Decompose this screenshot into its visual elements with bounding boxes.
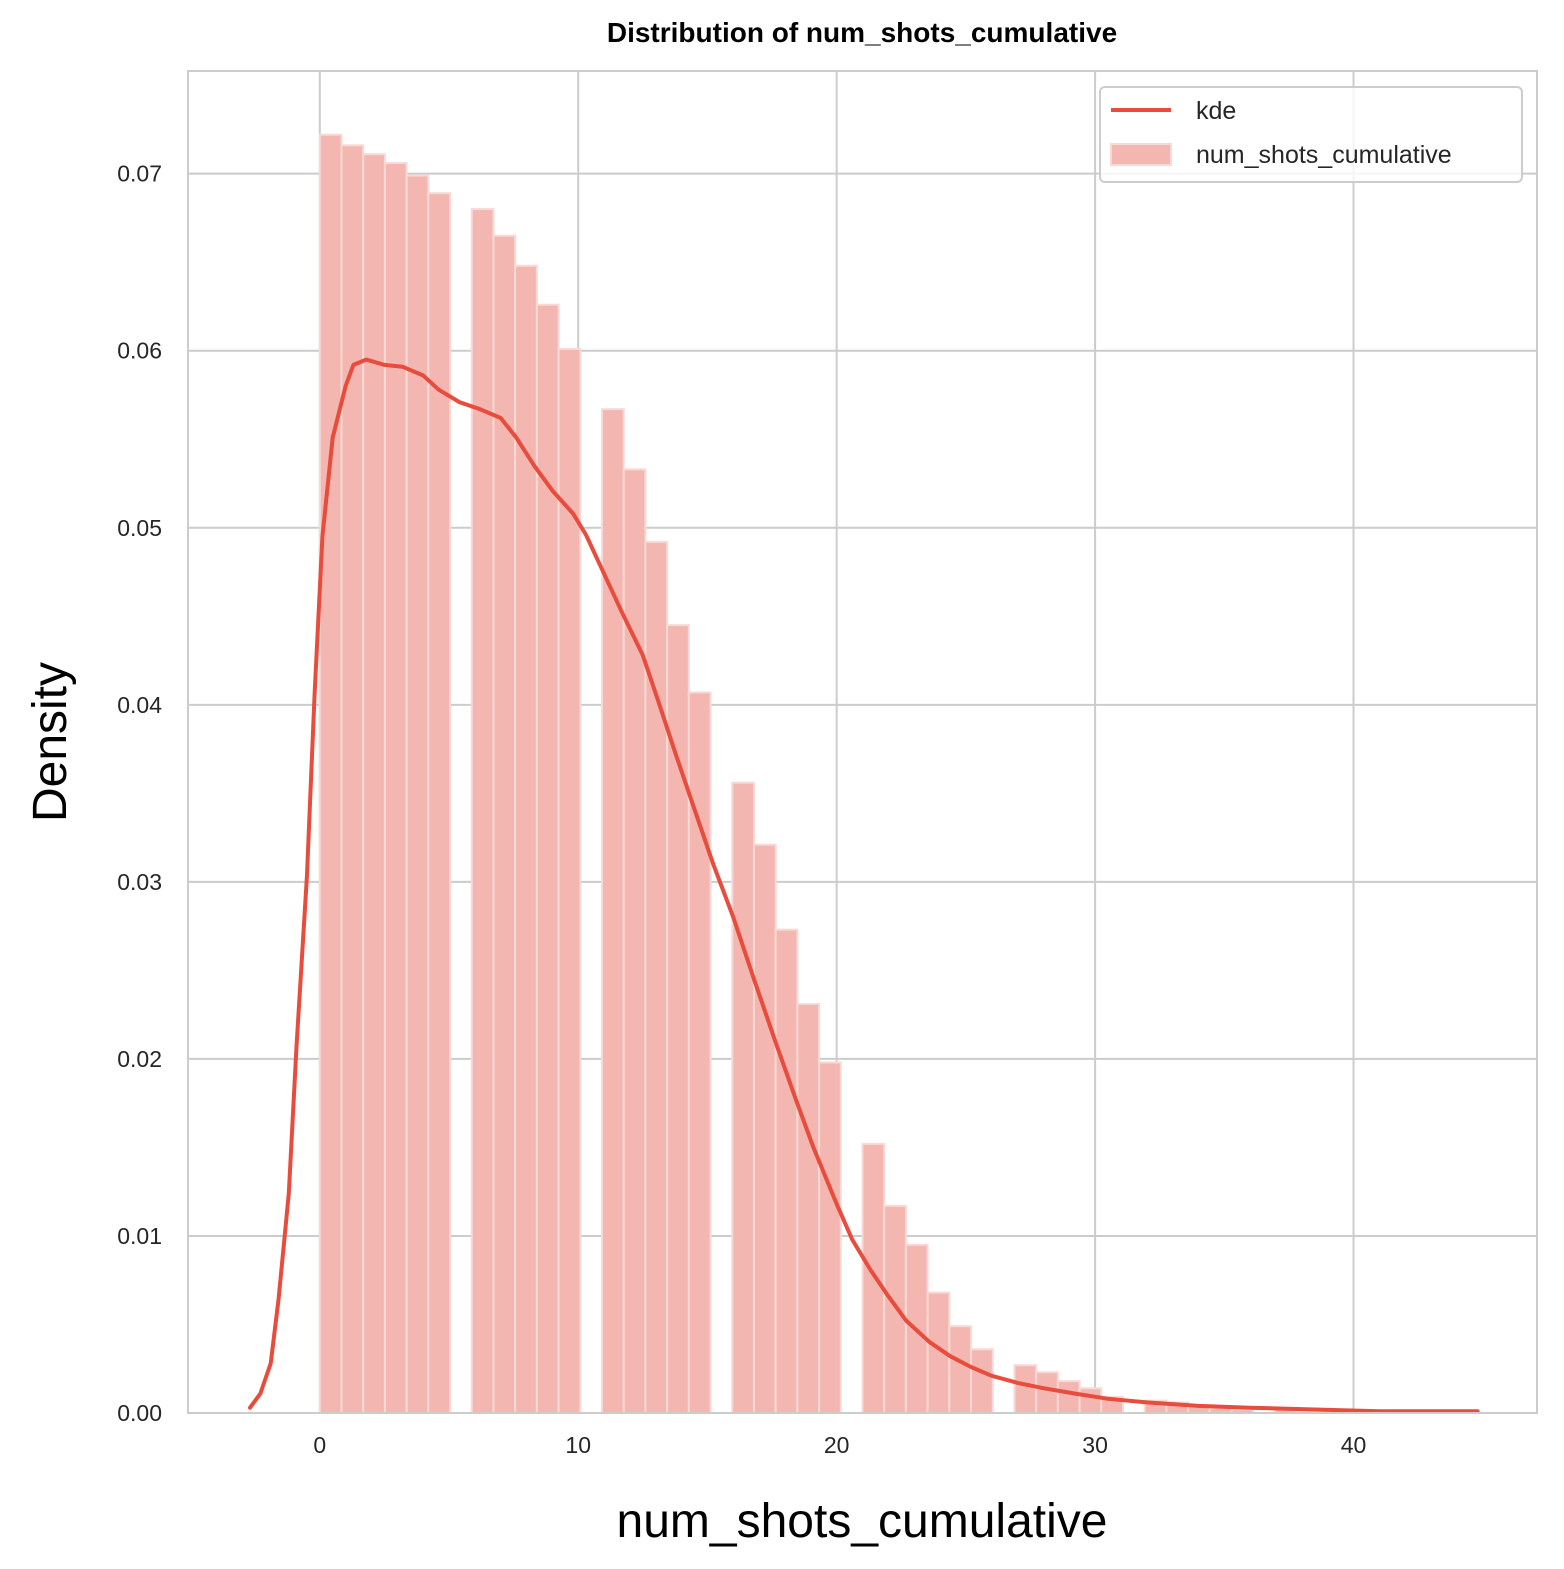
y-tick-label-7: 0.07	[117, 161, 162, 187]
x-tick-labels: 0 10 20 30 40	[313, 1432, 1366, 1458]
histogram-bar-5	[427, 192, 452, 1414]
histogram-bars	[318, 133, 1472, 1415]
histogram-bar-33	[1035, 1371, 1059, 1414]
y-axis-label: Density	[24, 662, 77, 822]
y-tick-label-0: 0.00	[117, 1400, 162, 1426]
histogram-bar-22	[796, 1003, 821, 1414]
histogram-bar-4	[405, 174, 430, 1415]
legend-hist-swatch	[1110, 143, 1172, 166]
y-tick-label-1: 0.01	[117, 1223, 162, 1249]
y-tick-label-3: 0.03	[117, 869, 162, 895]
y-tick-label-4: 0.04	[117, 692, 162, 718]
histogram-bar-29	[948, 1325, 973, 1415]
legend-hist-label: num_shots_cumulative	[1196, 141, 1452, 169]
legend-box	[1099, 86, 1523, 183]
chart-title: Distribution of num_shots_cumulative	[607, 17, 1117, 48]
histogram-bar-26	[883, 1204, 907, 1415]
histogram-bar-2	[362, 153, 386, 1415]
legend-kde-label: kde	[1196, 97, 1236, 125]
x-tick-label-2: 20	[824, 1432, 850, 1458]
x-tick-label-1: 10	[565, 1432, 591, 1458]
histogram-bar-32	[1013, 1364, 1038, 1414]
histogram-bar-3	[383, 162, 408, 1414]
histogram-bar-7	[470, 208, 495, 1415]
kde-line-group	[248, 357, 1480, 1414]
histogram-bar-25	[861, 1142, 886, 1415]
histogram-bar-14	[622, 468, 647, 1414]
x-tick-label-4: 40	[1341, 1432, 1367, 1458]
histogram-bar-20	[752, 843, 777, 1414]
x-tick-label-0: 0	[313, 1432, 326, 1458]
x-axis-label: num_shots_cumulative	[617, 1495, 1108, 1548]
histogram-bar-13	[601, 408, 625, 1414]
histogram-bar-34	[1056, 1380, 1081, 1415]
y-tick-labels: 0.00 0.01 0.02 0.03 0.04 0.05 0.06 0.07	[117, 161, 162, 1426]
y-tick-label-2: 0.02	[117, 1046, 162, 1072]
legend: kde num_shots_cumulative	[1099, 86, 1523, 183]
histogram-bar-30	[970, 1348, 994, 1414]
x-tick-label-3: 30	[1082, 1432, 1108, 1458]
histogram-bar-0	[318, 133, 343, 1414]
histogram-bar-21	[774, 928, 799, 1414]
plot-frame	[187, 70, 1538, 1414]
histogram-bar-23	[818, 1061, 842, 1414]
y-tick-label-5: 0.05	[117, 515, 162, 541]
histogram-bar-19	[731, 781, 755, 1414]
kde-line	[248, 357, 1480, 1414]
histogram-bar-8	[492, 234, 517, 1414]
y-tick-label-6: 0.06	[117, 338, 162, 364]
histogram-bar-35	[1078, 1387, 1103, 1415]
histogram-bar-1	[340, 144, 365, 1414]
